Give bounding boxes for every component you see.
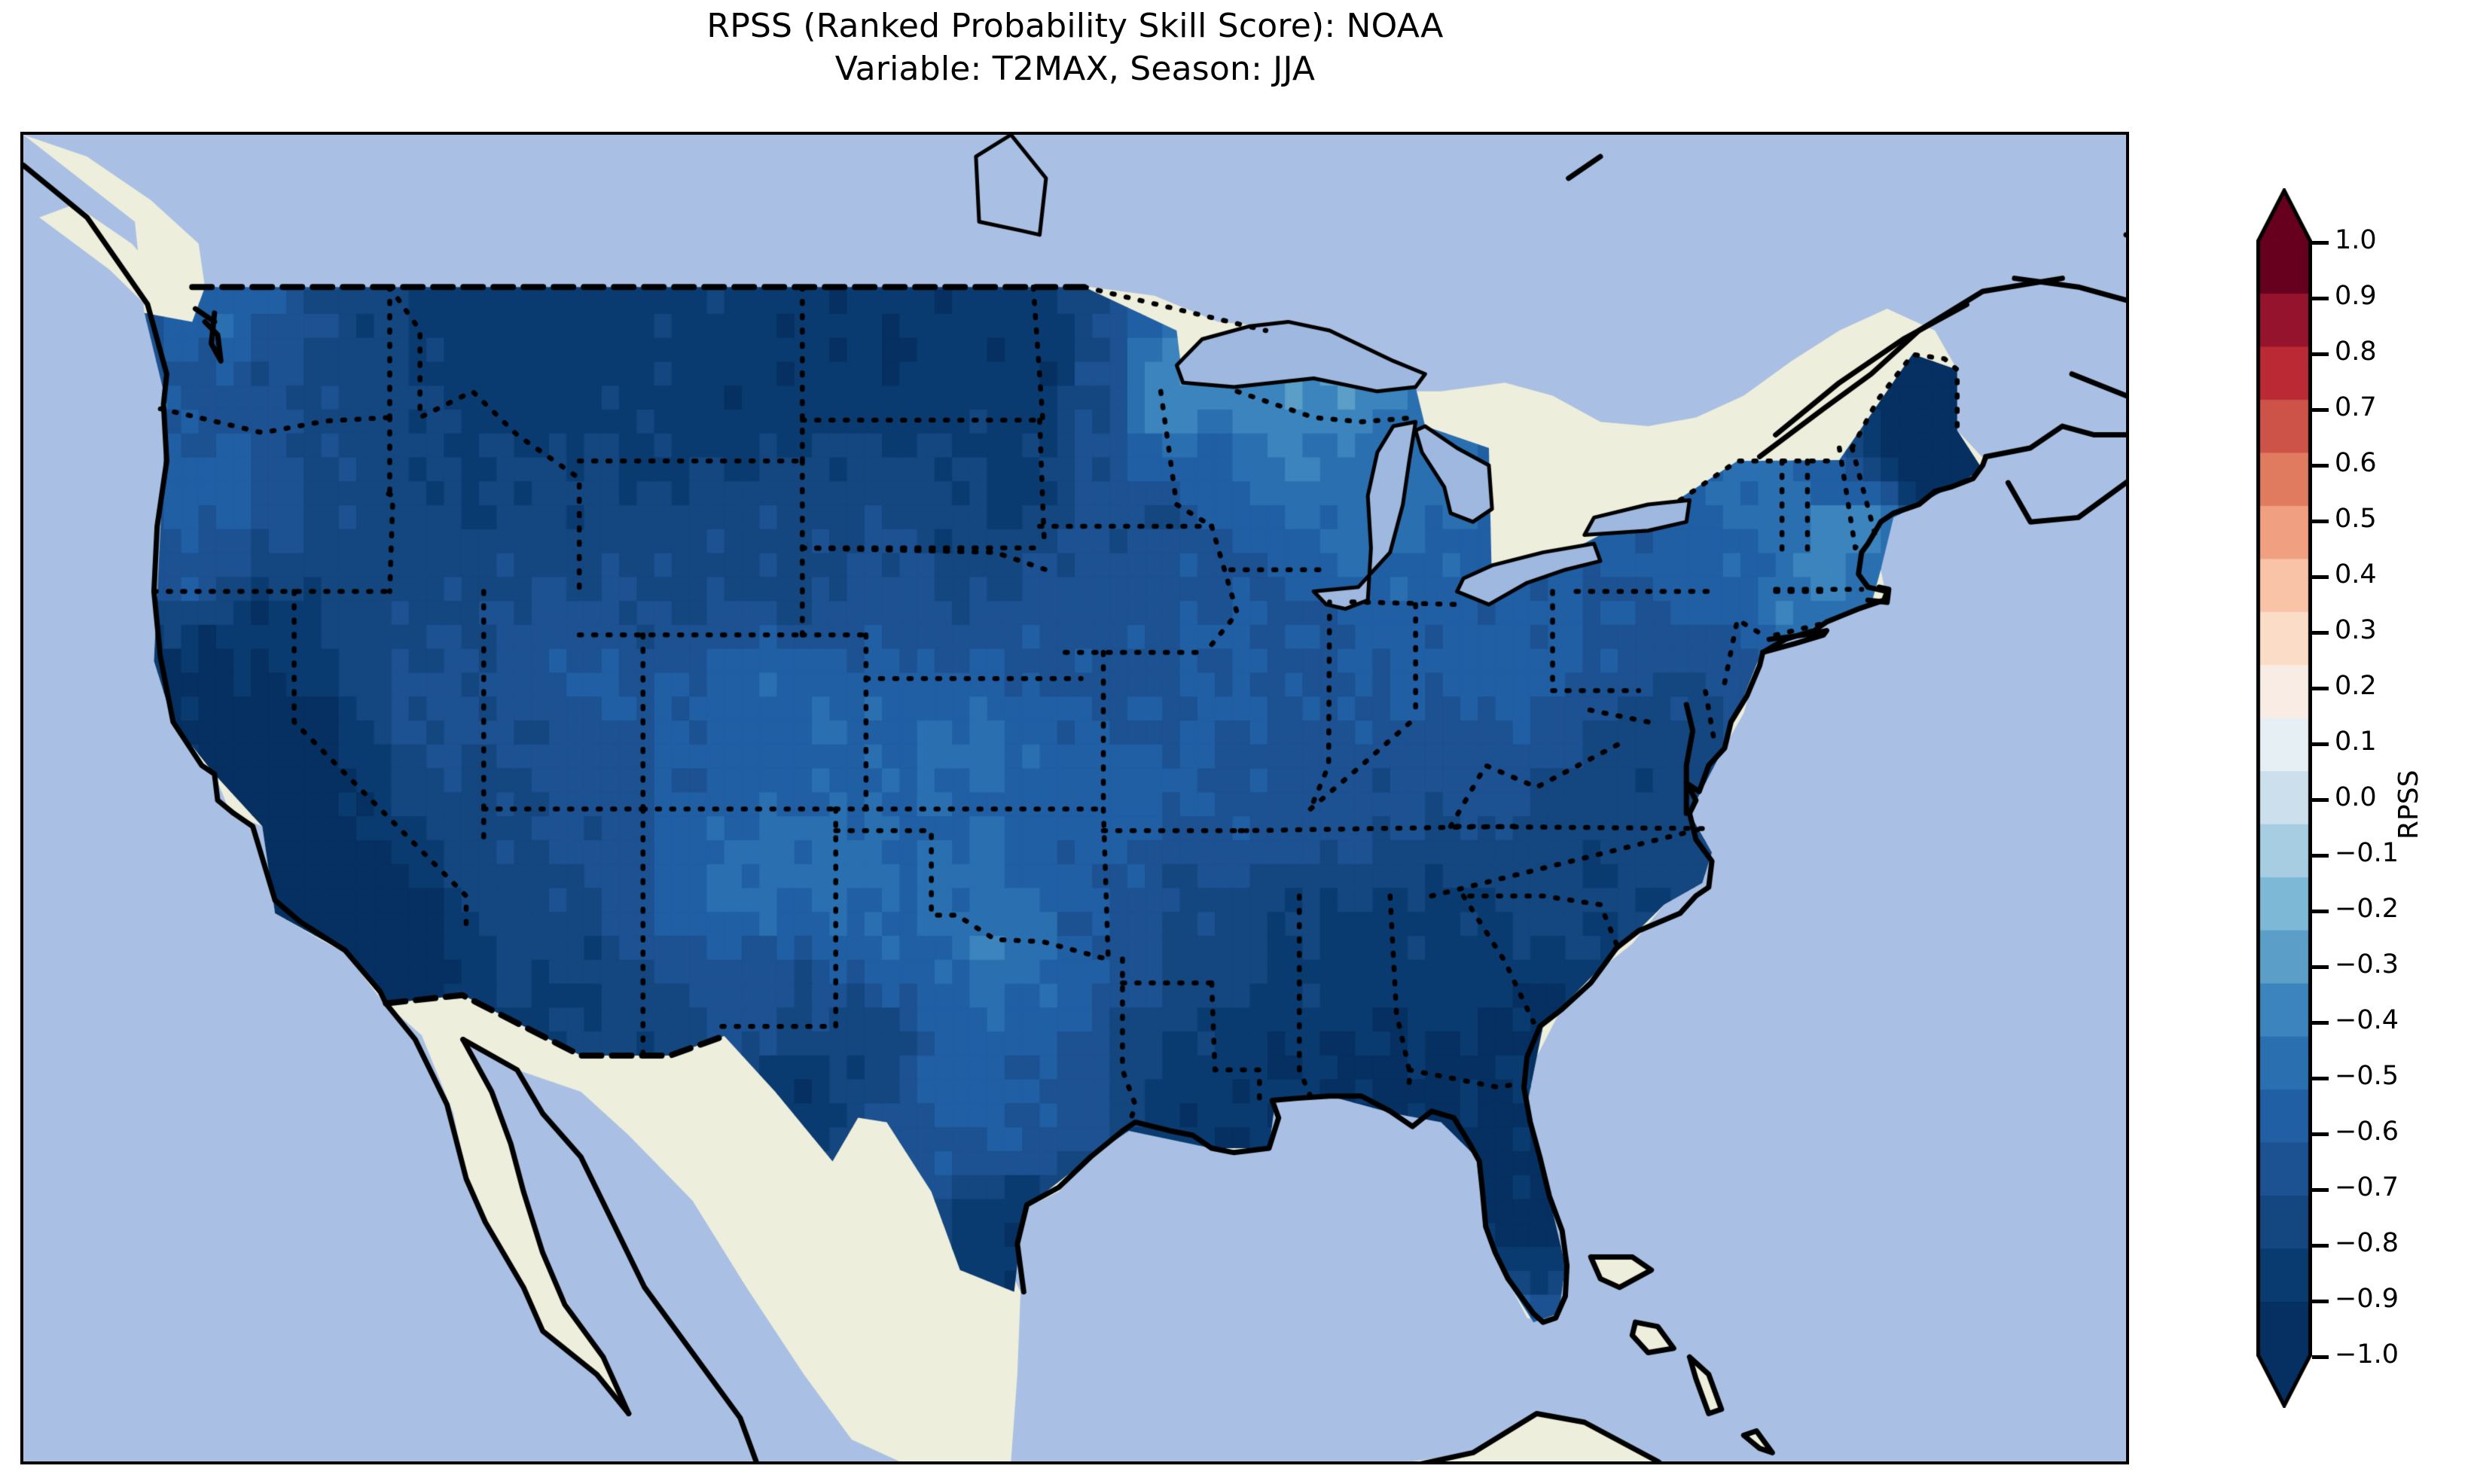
colorbar-ticks: 1.0 0.9 0.8 0.7 0.6 0.5 0.4 0.3 0.2 0.1 0.0 −0.1 −0.… [2256, 188, 2474, 1408]
colorbar-tick-mark [2312, 1244, 2329, 1248]
colorbar-tick-mark [2312, 352, 2329, 356]
colorbar-tick-mark [2312, 520, 2329, 523]
colorbar-tick-label: −0.1 [2335, 838, 2399, 868]
colorbar-tick-label: 0.1 [2335, 727, 2377, 757]
colorbar-tick-mark [2312, 464, 2329, 468]
colorbar-axis-label: RPSS [2393, 769, 2424, 840]
colorbar-tick-label: −0.3 [2335, 949, 2399, 980]
colorbar-tick-label: 0.6 [2335, 448, 2377, 478]
colorbar-tick-mark [2312, 798, 2329, 802]
figure-title: RPSS (Ranked Probability Skill Score): N… [0, 5, 2150, 90]
colorbar-tick-label: 0.7 [2335, 392, 2377, 422]
colorbar-tick-label: 0.2 [2335, 671, 2377, 701]
map-axes [20, 132, 2129, 1464]
colorbar-tick-label: −0.9 [2335, 1284, 2399, 1314]
colorbar-tick-label: 1.0 [2335, 225, 2377, 255]
colorbar-tick-mark [2312, 687, 2329, 690]
colorbar-tick-label: −0.6 [2335, 1117, 2399, 1147]
colorbar-tick-label: −0.4 [2335, 1005, 2399, 1035]
colorbar-tick-label: −0.8 [2335, 1228, 2399, 1258]
colorbar-tick-mark [2312, 408, 2329, 412]
colorbar-tick-label: 0.4 [2335, 559, 2377, 590]
colorbar-tick-mark [2312, 575, 2329, 579]
rpss-heatmap-canvas [23, 135, 2126, 1461]
colorbar-tick-mark [2312, 742, 2329, 746]
title-line-2: Variable: T2MAX, Season: JJA [834, 50, 1316, 88]
colorbar-tick-label: 0.3 [2335, 615, 2377, 645]
colorbar-tick-label: 0.5 [2335, 504, 2377, 534]
colorbar-tick-label: −1.0 [2335, 1339, 2399, 1370]
colorbar-tick-mark [2312, 1355, 2329, 1359]
colorbar [2256, 188, 2312, 1408]
colorbar-tick-label: −0.7 [2335, 1172, 2399, 1202]
colorbar-tick-label: 0.0 [2335, 782, 2377, 812]
colorbar-tick-mark [2312, 910, 2329, 913]
colorbar-tick-mark [2312, 631, 2329, 635]
title-line-1: RPSS (Ranked Probability Skill Score): N… [706, 7, 1444, 45]
colorbar-tick-mark [2312, 1188, 2329, 1192]
colorbar-tick-label: 0.9 [2335, 281, 2377, 311]
colorbar-tick-mark [2312, 854, 2329, 858]
colorbar-tick-label: −0.2 [2335, 894, 2399, 924]
colorbar-tick-mark [2312, 1132, 2329, 1136]
colorbar-tick-mark [2312, 1021, 2329, 1025]
colorbar-tick-label: −0.5 [2335, 1061, 2399, 1091]
colorbar-tick-mark [2312, 241, 2329, 245]
colorbar-tick-label: 0.8 [2335, 337, 2377, 367]
colorbar-tick-mark [2312, 297, 2329, 300]
colorbar-tick-mark [2312, 1077, 2329, 1080]
colorbar-gradient [2256, 188, 2312, 1408]
colorbar-tick-mark [2312, 965, 2329, 969]
colorbar-tick-mark [2312, 1300, 2329, 1303]
